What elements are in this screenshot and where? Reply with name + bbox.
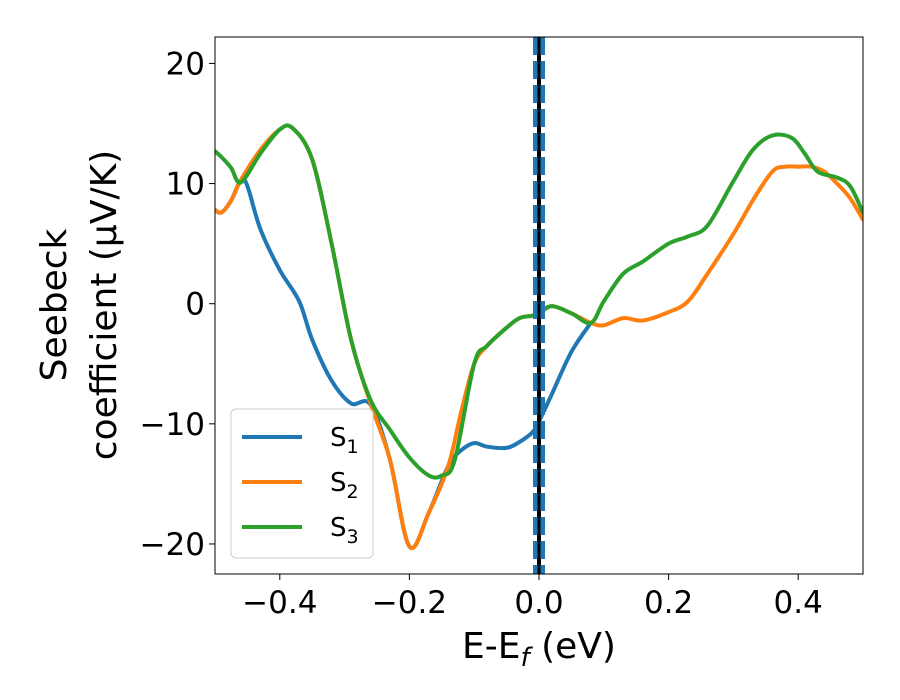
y-axis-label-line1: Seebeck <box>34 228 75 381</box>
y-tick-label: 0 <box>185 287 205 323</box>
y-tick-label: 20 <box>166 46 205 82</box>
x-tick-label: 0.2 <box>644 585 693 621</box>
legend: S1 S2 S3 <box>230 408 374 559</box>
x-axis-label: E-Ef (eV) <box>462 626 616 673</box>
series-layer <box>215 123 863 551</box>
y-axis-label-line2: coefficient (μV/K) <box>84 150 125 460</box>
legend-label-s1: S1 <box>330 423 359 458</box>
x-tick-label: −0.4 <box>242 585 317 621</box>
x-tick-label: −0.2 <box>372 585 447 621</box>
x-axis-label-unit: (eV) <box>530 626 616 667</box>
legend-label-s3: S3 <box>330 513 359 548</box>
y-ticks: −20 −10 0 10 20 <box>140 46 215 563</box>
x-ticks: −0.4 −0.2 0.0 0.2 0.4 <box>242 574 823 621</box>
series-line-s3 <box>215 123 863 480</box>
y-tick-label: 10 <box>166 167 205 203</box>
y-tick-label: −20 <box>140 527 205 563</box>
y-tick-label: −10 <box>140 407 205 443</box>
x-axis-label-main: E-E <box>462 626 520 667</box>
x-tick-label: 0.0 <box>514 585 563 621</box>
legend-label-s2: S2 <box>330 468 359 503</box>
x-tick-label: 0.4 <box>774 585 823 621</box>
